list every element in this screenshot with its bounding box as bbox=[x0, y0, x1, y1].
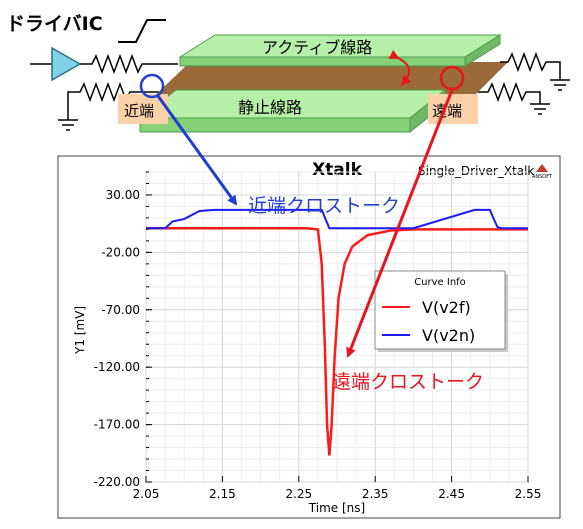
y-tick-label: -70.00 bbox=[101, 303, 140, 317]
y-axis-ticks: 30.00 -20.00 -70.00 -120.00 -170.00 -220.00 bbox=[94, 171, 152, 489]
source-resistor-icon bbox=[80, 53, 178, 75]
xtalk-chart: Xtalk Single_Driver_Xtalk ANSOFT 2.05 2.1… bbox=[57, 155, 561, 519]
series-line-v2n bbox=[146, 208, 528, 230]
series-line-v2f bbox=[146, 227, 528, 456]
far-end-marker-circle bbox=[439, 65, 465, 91]
legend-title: Curve Info bbox=[414, 277, 466, 288]
ground-icon-right-upper bbox=[550, 79, 570, 91]
y-tick-label: -220.00 bbox=[94, 475, 140, 489]
x-tick-label: 2.25 bbox=[285, 487, 312, 501]
near-end-label: 近端 bbox=[124, 102, 154, 120]
x-tick-label: 2.45 bbox=[438, 487, 465, 501]
y-tick-label: 30.00 bbox=[106, 188, 140, 202]
x-tick-label: 2.05 bbox=[133, 487, 160, 501]
driver-ic-label: ドライバIC bbox=[6, 13, 103, 35]
near-end-crosstalk-label: 近端クロストーク bbox=[248, 195, 400, 217]
coupling-arrow-icon bbox=[388, 49, 412, 86]
far-end-label: 遠端 bbox=[432, 102, 462, 120]
y-tick-label: -170.00 bbox=[94, 418, 140, 432]
quiet-line-label: 静止線路 bbox=[238, 98, 302, 117]
chart-subtitle: Single_Driver_Xtalk bbox=[418, 164, 534, 178]
x-tick-label: 2.35 bbox=[362, 487, 389, 501]
x-tick-label: 2.15 bbox=[209, 487, 236, 501]
x-axis-ticks: 2.05 2.15 2.25 2.35 2.45 2.55 bbox=[133, 476, 542, 501]
active-line-label: アクティブ線路 bbox=[262, 38, 372, 57]
quiet-trace bbox=[138, 88, 447, 134]
ground-icon-left bbox=[58, 119, 78, 131]
ground-icon-right-lower bbox=[530, 103, 550, 115]
legend: Curve Info V(v2f) V(v2n) bbox=[374, 270, 508, 352]
far-end-arrow bbox=[346, 89, 454, 358]
far-end-box bbox=[428, 94, 478, 124]
y-tick-label: -120.00 bbox=[94, 360, 140, 374]
near-end-marker-circle bbox=[139, 73, 165, 99]
annotations: 近端クロストーク 遠端クロストーク bbox=[156, 89, 484, 393]
step-waveform-icon bbox=[118, 19, 166, 43]
y-axis-label: Y1 [mV] bbox=[73, 306, 87, 355]
x-axis-label: Time [ns] bbox=[308, 501, 365, 515]
y-tick-label: -20.00 bbox=[101, 245, 140, 259]
ansoft-logo-icon: ANSOFT bbox=[532, 164, 553, 180]
far-end-crosstalk-label: 遠端クロストーク bbox=[332, 371, 484, 393]
driver-buffer-icon bbox=[51, 46, 82, 82]
transmission-line-diagram: ドライバIC アクティブ線路 静止線路 bbox=[6, 13, 570, 134]
svg-text:ANSOFT: ANSOFT bbox=[532, 174, 553, 180]
legend-entry-v2f: V(v2f) bbox=[422, 298, 471, 317]
chart-title: Xtalk bbox=[312, 160, 363, 180]
legend-entry-v2n: V(v2n) bbox=[422, 326, 475, 345]
near-end-arrow bbox=[156, 95, 238, 206]
far-termination-lower-icon bbox=[478, 81, 541, 104]
far-termination-upper-icon bbox=[500, 51, 561, 80]
x-tick-label: 2.55 bbox=[515, 487, 542, 501]
